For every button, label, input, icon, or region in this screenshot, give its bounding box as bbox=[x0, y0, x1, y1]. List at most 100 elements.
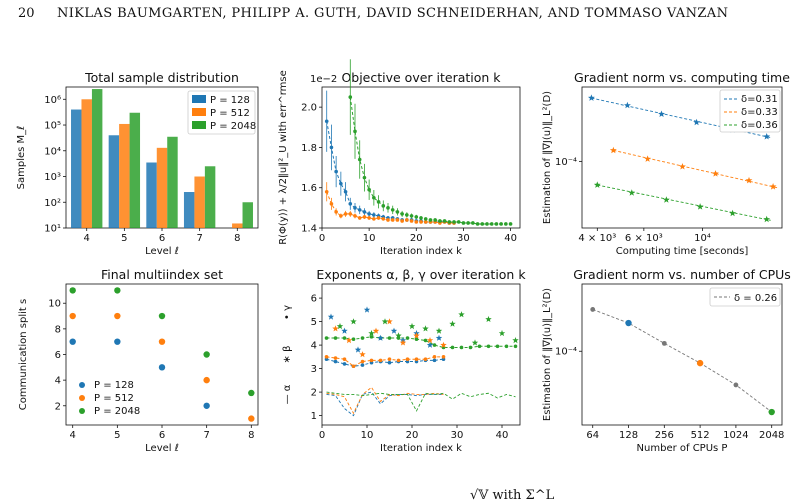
chart-title: Gradient norm vs. computing time bbox=[574, 70, 790, 85]
data-point bbox=[769, 183, 777, 190]
data-point bbox=[387, 360, 392, 365]
data-point bbox=[400, 212, 404, 216]
data-point bbox=[367, 216, 371, 220]
chart-sample-distribution: Total sample distribution Level ℓ Samples … bbox=[16, 70, 259, 257]
x-axis-label: Computing time [seconds] bbox=[616, 246, 749, 257]
plot-area bbox=[321, 86, 521, 229]
data-point bbox=[440, 341, 447, 348]
bar bbox=[183, 192, 195, 228]
y-axis-label: Communication split s bbox=[18, 299, 29, 410]
x-tick-label: 5 bbox=[121, 233, 127, 244]
bar bbox=[91, 89, 103, 229]
data-point bbox=[696, 359, 704, 367]
chart-title: Total sample distribution bbox=[84, 70, 239, 85]
series-line bbox=[349, 97, 511, 225]
data-point bbox=[390, 327, 398, 334]
legend-swatch bbox=[192, 108, 206, 116]
x-axis-label: Level ℓ bbox=[145, 246, 179, 257]
data-point bbox=[342, 362, 347, 366]
legend-label: δ = 0.26 bbox=[734, 293, 777, 304]
data-point bbox=[763, 133, 771, 140]
bar bbox=[242, 202, 253, 228]
data-point bbox=[351, 364, 356, 369]
plot-area bbox=[581, 283, 783, 426]
data-point bbox=[339, 181, 343, 186]
data-point bbox=[343, 189, 348, 194]
legend-swatch bbox=[79, 408, 85, 414]
data-point bbox=[452, 220, 456, 224]
data-point bbox=[248, 389, 255, 397]
x-tick-label: 10 bbox=[363, 233, 376, 244]
data-point bbox=[372, 195, 376, 200]
legend-swatch bbox=[192, 95, 206, 103]
data-point bbox=[336, 322, 344, 330]
data-point bbox=[357, 208, 362, 212]
legend-swatch bbox=[79, 382, 85, 388]
data-point bbox=[360, 363, 365, 367]
data-point bbox=[590, 307, 596, 312]
formula-fragment: √𝕍 with Σ^L bbox=[470, 488, 555, 503]
legend-label: δ=0.31 bbox=[741, 94, 778, 105]
data-point bbox=[372, 327, 380, 334]
data-point bbox=[158, 364, 166, 371]
plot-area bbox=[321, 283, 521, 426]
data-point bbox=[367, 212, 371, 216]
data-point bbox=[350, 318, 357, 325]
data-point bbox=[345, 337, 353, 344]
data-point bbox=[426, 341, 434, 348]
data-point bbox=[696, 203, 704, 210]
x-tick-label: 128 bbox=[619, 430, 638, 441]
legend-label: P = 2048 bbox=[94, 406, 140, 417]
data-point bbox=[369, 358, 374, 363]
data-point bbox=[423, 338, 428, 343]
bar bbox=[119, 123, 130, 228]
data-point bbox=[69, 287, 76, 294]
data-point bbox=[413, 332, 420, 339]
data-point bbox=[342, 336, 347, 340]
data-point bbox=[333, 336, 338, 340]
x-tick-label: 30 bbox=[457, 233, 470, 244]
x-tick-label: 8 bbox=[234, 233, 240, 244]
x-tick-label: 256 bbox=[655, 430, 674, 441]
y-tick-label: 8 bbox=[55, 324, 61, 335]
data-point bbox=[324, 119, 329, 124]
chart-title: Final multiindex set bbox=[101, 267, 223, 282]
data-point bbox=[661, 340, 667, 346]
data-point bbox=[357, 157, 362, 162]
data-point bbox=[405, 336, 410, 340]
data-point bbox=[459, 345, 464, 350]
chart-exponents-over-iteration: Exponents α, β, γ over iteration k Iterat… bbox=[282, 267, 526, 454]
data-point bbox=[461, 221, 466, 225]
data-point bbox=[489, 222, 494, 226]
bar bbox=[232, 223, 243, 228]
data-point bbox=[381, 217, 386, 221]
legend-label: δ=0.33 bbox=[741, 107, 778, 118]
data-point bbox=[348, 202, 353, 206]
y-tick-label: 10⁻⁴ bbox=[555, 347, 577, 358]
data-point bbox=[114, 338, 121, 345]
x-tick-label: 30 bbox=[451, 430, 464, 441]
x-tick-label: 40 bbox=[496, 430, 509, 441]
data-point bbox=[625, 319, 632, 327]
data-point bbox=[422, 325, 429, 332]
data-point bbox=[609, 146, 617, 154]
legend-label: P = 128 bbox=[210, 95, 250, 106]
y-tick-label: 1.8 bbox=[301, 143, 317, 154]
data-point bbox=[332, 325, 339, 332]
y-tick-label: 10⁻⁴ bbox=[555, 157, 577, 168]
chart-final-multiindex-set: Final multiindex set Level ℓ Communication… bbox=[18, 267, 259, 454]
x-tick-label: 4 bbox=[70, 430, 76, 441]
data-point bbox=[508, 222, 513, 226]
data-point bbox=[396, 358, 401, 363]
legend-label: P = 512 bbox=[210, 108, 250, 119]
y-multiplier: 1e−2 bbox=[310, 74, 337, 85]
data-point bbox=[480, 222, 485, 226]
x-tick-label: 0 bbox=[319, 430, 325, 441]
data-point bbox=[644, 155, 651, 162]
bar bbox=[146, 162, 157, 228]
data-point bbox=[414, 215, 419, 219]
bar bbox=[81, 99, 92, 228]
data-point bbox=[367, 187, 371, 192]
x-axis-label: Level ℓ bbox=[145, 443, 179, 454]
bar bbox=[167, 136, 178, 228]
